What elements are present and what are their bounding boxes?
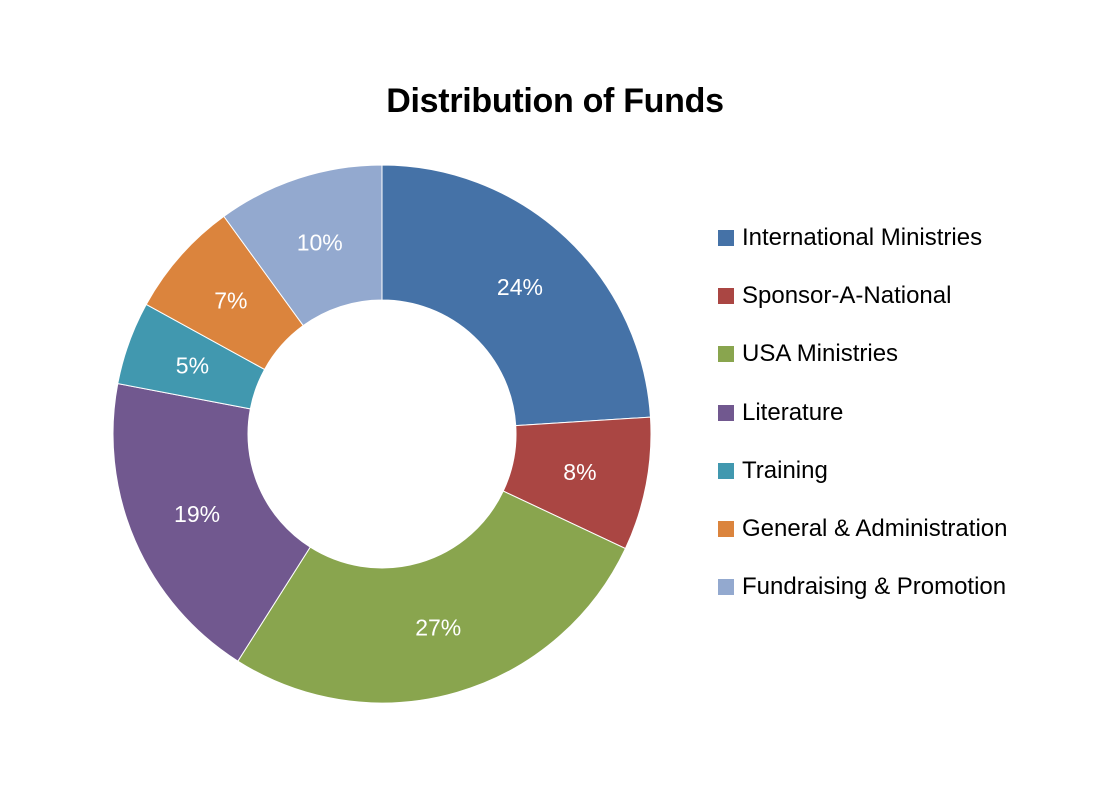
legend-item: International Ministries	[718, 221, 1088, 279]
legend-label: Literature	[742, 398, 844, 426]
legend-swatch	[718, 288, 734, 305]
legend-item: General & Administration	[718, 512, 1088, 570]
chart-legend: International Ministries Sponsor-A-Nation…	[718, 221, 1088, 628]
legend-label: Training	[742, 456, 828, 484]
donut-slice-1	[381, 164, 651, 427]
slice-data-label: 10%	[297, 229, 343, 255]
legend-item: USA Ministries	[718, 337, 1088, 395]
chart-title: Distribution of Funds	[386, 82, 724, 120]
legend-swatch	[718, 346, 734, 363]
slice-data-label: 27%	[415, 614, 461, 640]
legend-label: General & Administration	[742, 514, 1008, 542]
legend-label: Fundraising & Promotion	[742, 573, 1007, 601]
legend-swatch	[718, 579, 734, 596]
legend-item: Training	[718, 454, 1088, 512]
donut-slice-3	[237, 490, 627, 704]
donut-slice-7	[223, 164, 383, 327]
legend-item: Sponsor-A-National	[718, 279, 1088, 337]
legend-label: Sponsor-A-National	[742, 282, 952, 310]
slice-data-label: 8%	[563, 459, 596, 485]
slice-data-label: 5%	[176, 353, 209, 379]
legend-label: USA Ministries	[742, 340, 899, 368]
legend-swatch	[718, 520, 734, 537]
slice-data-label: 7%	[214, 288, 247, 314]
slice-data-label: 19%	[174, 501, 220, 527]
legend-label: International Ministries	[742, 224, 983, 251]
legend-swatch	[718, 230, 734, 246]
legend-swatch	[718, 462, 734, 479]
donut-slice-4	[112, 383, 311, 662]
legend-swatch	[718, 404, 734, 421]
legend-item: Literature	[718, 396, 1088, 454]
legend-item: Fundraising & Promotion	[718, 570, 1088, 628]
slice-data-label: 24%	[497, 274, 543, 300]
